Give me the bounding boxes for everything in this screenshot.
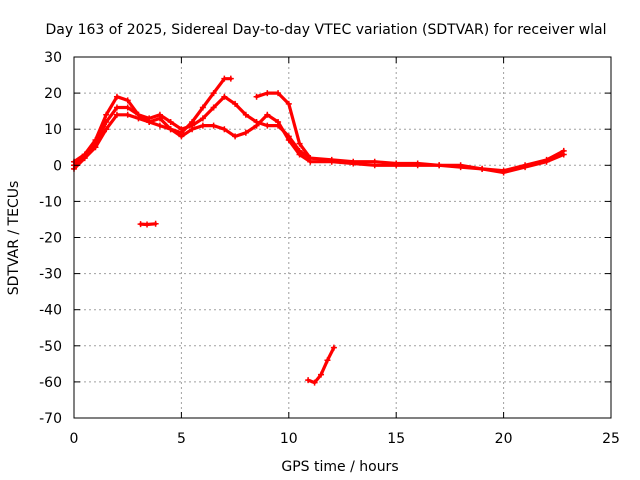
data-point: [232, 100, 239, 107]
data-point: [221, 126, 228, 133]
ticks-layer: 0 5 10 15 20 25 -70 -60 -50 -40 -30 -20 -10 0 10 20 30: [39, 50, 620, 447]
data-point: [311, 379, 318, 386]
chart-title: Day 163 of 2025, Sidereal Day-to-day VTE…: [45, 22, 606, 38]
y-tick-label: -70: [39, 411, 62, 427]
data-point: [199, 104, 206, 111]
data-point: [330, 344, 337, 351]
data-point: [124, 111, 131, 118]
y-tick-label: 30: [44, 50, 62, 66]
series-track-lower: [72, 113, 566, 175]
x-tick-label: 15: [387, 431, 405, 447]
x-tick-label: 20: [495, 431, 513, 447]
data-point: [124, 97, 131, 104]
data-point: [414, 162, 421, 169]
data-point: [178, 133, 185, 140]
data-point: [253, 93, 260, 100]
data-point: [232, 133, 239, 140]
data-point: [285, 100, 292, 107]
data-point: [305, 377, 312, 384]
data-point: [210, 90, 217, 97]
data-point: [253, 122, 260, 129]
data-point: [156, 122, 163, 129]
data-point: [92, 144, 99, 151]
y-tick-label: 20: [44, 86, 62, 102]
data-point: [124, 104, 131, 111]
data-point: [242, 111, 249, 118]
data-point: [371, 162, 378, 169]
data-point: [210, 122, 217, 129]
data-point: [178, 126, 185, 133]
data-point: [210, 104, 217, 111]
data-point: [436, 162, 443, 169]
data-point: [103, 126, 110, 133]
data-point: [221, 93, 228, 100]
x-tick-label: 25: [602, 431, 620, 447]
y-tick-label: 0: [53, 158, 62, 174]
data-point: [167, 118, 174, 125]
data-point: [264, 90, 271, 97]
data-point: [146, 118, 153, 125]
x-tick-label: 0: [70, 431, 79, 447]
data-point: [350, 160, 357, 167]
data-point: [543, 158, 550, 165]
series-track-mid: [72, 95, 566, 173]
data-point: [275, 118, 282, 125]
data-point: [113, 93, 120, 100]
data-point: [103, 111, 110, 118]
x-tick-label: 10: [280, 431, 298, 447]
data-point: [199, 122, 206, 129]
x-tick-label: 5: [177, 431, 186, 447]
data-point: [81, 155, 88, 162]
x-axis-label: GPS time / hours: [281, 459, 398, 475]
grid-layer: [74, 57, 611, 418]
data-point: [137, 221, 144, 228]
y-tick-label: -30: [39, 267, 62, 283]
data-point: [113, 111, 120, 118]
data-point: [103, 118, 110, 125]
data-point: [167, 126, 174, 133]
data-point: [285, 137, 292, 144]
data-point: [275, 90, 282, 97]
series-track-upper: [72, 77, 233, 164]
data-point: [500, 169, 507, 176]
data-point: [296, 140, 303, 147]
data-point: [318, 371, 325, 378]
data-point: [227, 75, 234, 82]
data-point: [242, 129, 249, 136]
data-point: [457, 164, 464, 171]
y-tick-label: -40: [39, 303, 62, 319]
data-point: [296, 151, 303, 158]
data-point: [156, 111, 163, 118]
y-axis-label: SDTVAR / TECUs: [6, 181, 22, 296]
series-layer: [71, 75, 567, 386]
y-tick-label: -20: [39, 231, 62, 247]
data-point: [135, 115, 142, 122]
data-point: [328, 158, 335, 165]
data-point: [144, 221, 151, 228]
data-point: [264, 122, 271, 129]
data-point: [479, 165, 486, 172]
data-point: [264, 111, 271, 118]
data-point: [189, 126, 196, 133]
y-tick-label: -50: [39, 339, 62, 355]
data-point: [199, 115, 206, 122]
y-tick-label: 10: [44, 122, 62, 138]
data-point: [324, 357, 331, 364]
data-point: [152, 220, 159, 227]
y-tick-label: -60: [39, 375, 62, 391]
y-tick-label: -10: [39, 194, 62, 210]
data-point: [113, 104, 120, 111]
data-point: [221, 75, 228, 82]
data-point: [522, 164, 529, 171]
data-point: [560, 151, 567, 158]
data-point: [307, 155, 314, 162]
data-point: [393, 162, 400, 169]
